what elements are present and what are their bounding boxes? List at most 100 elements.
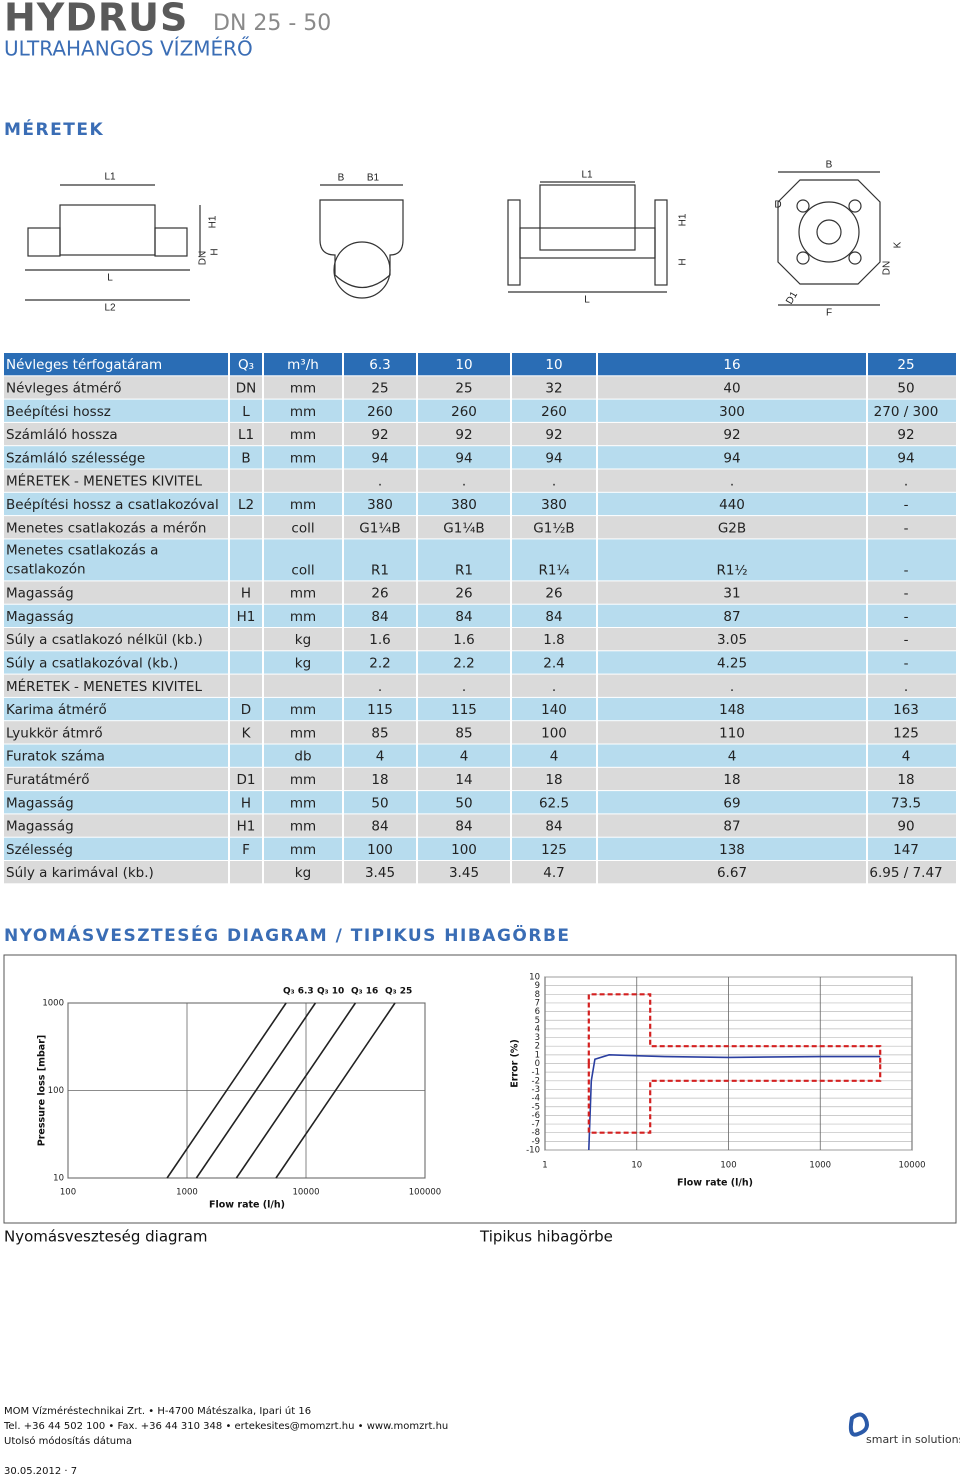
drawing-label: DN: [882, 261, 893, 275]
table-cell: [344, 674, 416, 697]
table-cell: [4, 376, 228, 399]
value: 100: [451, 842, 477, 858]
table-cell: [418, 628, 510, 651]
table-cell: [4, 814, 228, 837]
x-tick-label: 10: [631, 1161, 642, 1171]
value: 380: [367, 497, 393, 513]
footer-date: 30.05.2012 · 7: [4, 1466, 77, 1477]
table-cell: [598, 376, 866, 399]
value: 87: [723, 609, 740, 625]
table-cell: [264, 604, 342, 627]
value: 18: [897, 772, 914, 788]
y-tick-label: 6: [535, 1007, 540, 1017]
y-tick-label: 10: [53, 1174, 64, 1184]
table-cell: [344, 399, 416, 422]
value: G1¼B: [443, 520, 484, 536]
symbol: D1: [237, 772, 256, 788]
table-cell: [512, 446, 596, 469]
table-cell: [868, 581, 956, 604]
value: -: [904, 632, 909, 648]
legend-label: Q₃ 16: [351, 987, 378, 997]
unit: kg: [295, 655, 311, 671]
table-cell: [230, 539, 262, 581]
x-tick-label: 100000: [409, 1188, 441, 1198]
table-cell: [4, 628, 228, 651]
table-cell: [598, 837, 866, 860]
table-cell: [344, 376, 416, 399]
value: 4: [376, 749, 385, 765]
table-cell: [512, 814, 596, 837]
row-label: Számláló szélessége: [6, 450, 145, 466]
table-cell: [344, 353, 416, 376]
table-cell: [418, 446, 510, 469]
row-label: Beépítési hossz a csatlakozóval: [6, 497, 219, 513]
symbol: H1: [237, 609, 256, 625]
value: -: [904, 609, 909, 625]
footer-company: MOM Vízméréstechnikai Zrt. • H-4700 Máté…: [4, 1405, 311, 1417]
symbol: L: [242, 404, 250, 420]
symbol: H: [241, 586, 251, 602]
table-cell: [230, 399, 262, 422]
value: -: [904, 655, 909, 671]
table-cell: [418, 837, 510, 860]
value: 1.8: [543, 632, 564, 648]
section-title: MÉRETEK: [4, 118, 104, 140]
table-cell: [868, 814, 956, 837]
table-cell: [264, 516, 342, 539]
value: 94: [371, 450, 388, 466]
symbol: L2: [238, 497, 254, 513]
row-label: Furatátmérő: [6, 772, 90, 788]
value: 84: [545, 819, 562, 835]
x-tick-label: 1: [542, 1161, 547, 1171]
table-cell: [868, 376, 956, 399]
table-cell: [868, 767, 956, 791]
value: G1¼B: [359, 520, 400, 536]
unit: m³/h: [287, 357, 319, 373]
y-tick-label: -6: [532, 1111, 540, 1121]
y-tick-label: 9: [535, 981, 540, 991]
x-axis-title: Flow rate (l/h): [209, 1200, 285, 1211]
table-cell: [598, 446, 866, 469]
value: 50: [455, 795, 472, 811]
table-cell: [344, 721, 416, 744]
y-tick-label: 8: [535, 990, 540, 1000]
value: 84: [371, 819, 388, 835]
table-cell: [230, 767, 262, 791]
value: 16: [723, 357, 740, 373]
row-label: Magasság: [6, 609, 74, 625]
unit: mm: [290, 772, 316, 788]
row-label: Súly a csatlakozó nélkül (kb.): [6, 632, 203, 648]
value: -: [904, 562, 909, 578]
table-cell: [598, 791, 866, 814]
table-cell: [418, 516, 510, 539]
y-tick-label: -9: [532, 1137, 540, 1147]
value: 125: [541, 842, 567, 858]
table-cell: [230, 861, 262, 884]
value: 260: [451, 404, 477, 420]
value: 4: [460, 749, 469, 765]
value: 4.25: [717, 655, 747, 671]
value: 100: [541, 725, 567, 741]
unit: mm: [290, 450, 316, 466]
y-tick-label: -10: [526, 1146, 540, 1156]
table-cell: [4, 492, 228, 516]
value: R1: [455, 562, 473, 578]
value: 92: [897, 427, 914, 443]
table-cell: [598, 469, 866, 492]
value: 84: [371, 609, 388, 625]
table-cell: [598, 399, 866, 422]
table-cell: [512, 376, 596, 399]
table-cell: [598, 539, 866, 581]
drawing-flanged-side: [507, 181, 668, 293]
table-cell: [512, 721, 596, 744]
brand: HYDRUS: [4, 0, 188, 40]
symbol: Q₃: [238, 357, 254, 373]
table-cell: [4, 837, 228, 860]
table-cell: [868, 604, 956, 627]
legend-label: Q₃ 10: [317, 987, 344, 997]
unit: kg: [295, 865, 311, 881]
table-cell: [512, 353, 596, 376]
value: 163: [893, 702, 919, 718]
value: .: [378, 474, 382, 490]
legend-label: Q₃ 25: [385, 987, 412, 997]
